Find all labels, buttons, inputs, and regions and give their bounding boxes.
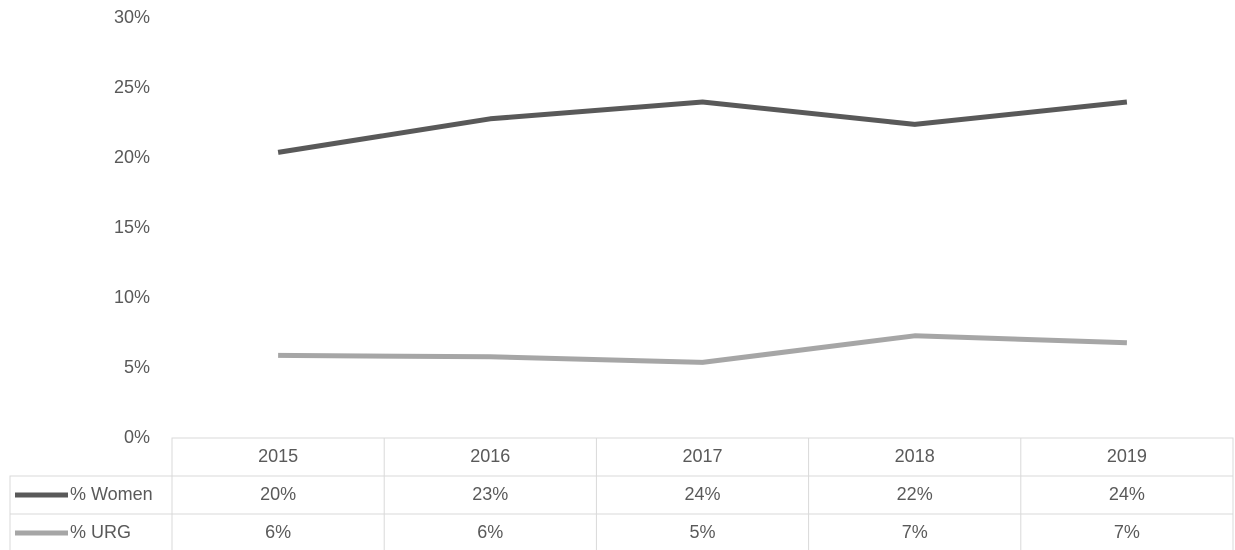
x-tick-label: 2019: [1107, 446, 1147, 466]
table-value: 6%: [477, 522, 503, 542]
table-value: 7%: [902, 522, 928, 542]
table-value: 22%: [897, 484, 933, 504]
y-tick-label: 25%: [114, 77, 150, 97]
y-tick-label: 10%: [114, 287, 150, 307]
table-value: 5%: [689, 522, 715, 542]
table-value: 20%: [260, 484, 296, 504]
table-value: 24%: [1109, 484, 1145, 504]
x-tick-label: 2015: [258, 446, 298, 466]
x-tick-label: 2016: [470, 446, 510, 466]
y-tick-label: 15%: [114, 217, 150, 237]
table-value: 6%: [265, 522, 291, 542]
legend-label: % Women: [70, 484, 153, 504]
y-tick-label: 5%: [124, 357, 150, 377]
y-tick-label: 30%: [114, 7, 150, 27]
legend-label: % URG: [70, 522, 131, 542]
x-tick-label: 2018: [895, 446, 935, 466]
table-border: [9, 475, 173, 550]
table-cell: [9, 513, 1234, 550]
line: [277, 99, 1128, 155]
table-cell: [9, 475, 1234, 515]
y-tick-label: 20%: [114, 147, 150, 167]
table-value: 24%: [684, 484, 720, 504]
x-tick-label: 2017: [682, 446, 722, 466]
table-value: 7%: [1114, 522, 1140, 542]
table-value: 23%: [472, 484, 508, 504]
line: [278, 333, 1127, 365]
y-tick-label: 0%: [124, 427, 150, 447]
